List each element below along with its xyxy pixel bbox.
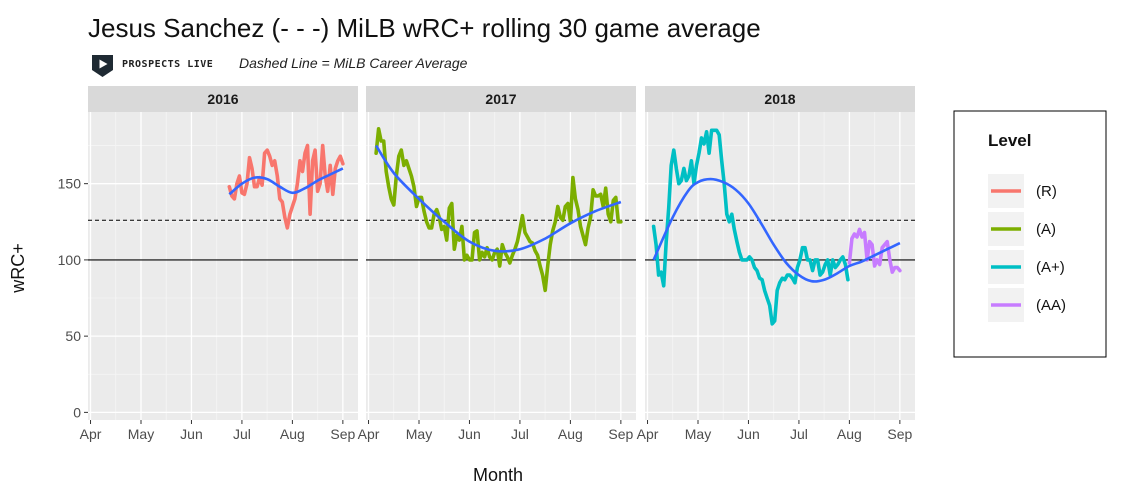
y-tick-label: 0 [73,404,81,420]
x-tick-label: Jun [458,426,481,442]
x-tick-label: Apr [637,426,659,442]
x-tick-label: Jul [233,426,251,442]
legend-box [953,110,1107,358]
chart-title: Jesus Sanchez (- - -) MiLB wRC+ rolling … [88,13,761,43]
series-line-a [374,127,623,293]
facet-strip-label: 2016 [207,91,238,107]
smooth-trend-line [374,144,622,253]
x-tick-label: May [406,426,432,442]
play-icon [99,59,108,69]
legend-label: (R) [1036,183,1057,200]
x-tick-label: Sep [330,426,355,442]
x-tick-label: Apr [80,426,102,442]
x-tick-label: Sep [887,426,912,442]
x-tick-label: Jun [737,426,760,442]
x-tick-label: Aug [837,426,862,442]
legend: Level (R) (A) (A+) (AA) [953,110,1107,358]
x-tick-label: Aug [558,426,583,442]
facet-strip [366,86,636,112]
y-tick-label: 150 [58,176,82,192]
legend-item: (AA) [988,288,1066,322]
series-line-aplus [651,128,850,326]
axis-titles: Month wRC+ [8,243,523,485]
facet-panel-2018: 2018 Apr May Jun Jul Aug Sep [637,86,915,442]
series-line-r [227,143,345,230]
facet-strip [88,86,358,112]
facet-strip-label: 2018 [764,91,795,107]
facet-panel-2017: 2017 Apr May Jun Jul Aug Sep [358,86,636,442]
y-axis-title: wRC+ [8,243,28,294]
facet-panels: 2016 Apr May Jun Jul Aug Sep 0 50 100 150 2017 Apr Ma… [58,86,915,442]
legend-label: (A) [1036,221,1056,238]
facet-strip-label: 2017 [485,91,516,107]
chart-subtitle: Dashed Line = MiLB Career Average [239,55,468,71]
x-axis-title: Month [473,465,523,485]
legend-item: (A+) [988,250,1065,284]
x-tick-label: Jul [511,426,529,442]
x-tick-label: May [685,426,711,442]
legend-title: Level [988,131,1031,150]
series-line-aa [847,227,902,274]
facet-panel-2016: 2016 Apr May Jun Jul Aug Sep 0 50 100 150 [58,86,358,442]
facet-strip [645,86,915,112]
x-tick-label: Sep [608,426,633,442]
legend-item: (R) [988,174,1057,208]
y-tick-label: 100 [58,252,82,268]
x-tick-label: Aug [280,426,305,442]
brand-name: PROSPECTS LIVE [122,59,213,70]
legend-item: (A) [988,212,1056,246]
x-tick-label: May [128,426,154,442]
y-tick-label: 50 [65,328,81,344]
legend-label: (AA) [1036,297,1066,314]
x-tick-label: Jun [180,426,203,442]
smooth-trend-line [652,177,901,283]
legend-label: (A+) [1036,259,1065,276]
prospects-live-logo: PROSPECTS LIVE [92,55,213,77]
x-tick-label: Apr [358,426,380,442]
smooth-trend-line [228,167,344,196]
x-tick-label: Jul [790,426,808,442]
legend-items: (R) (A) (A+) (AA) [988,174,1066,322]
